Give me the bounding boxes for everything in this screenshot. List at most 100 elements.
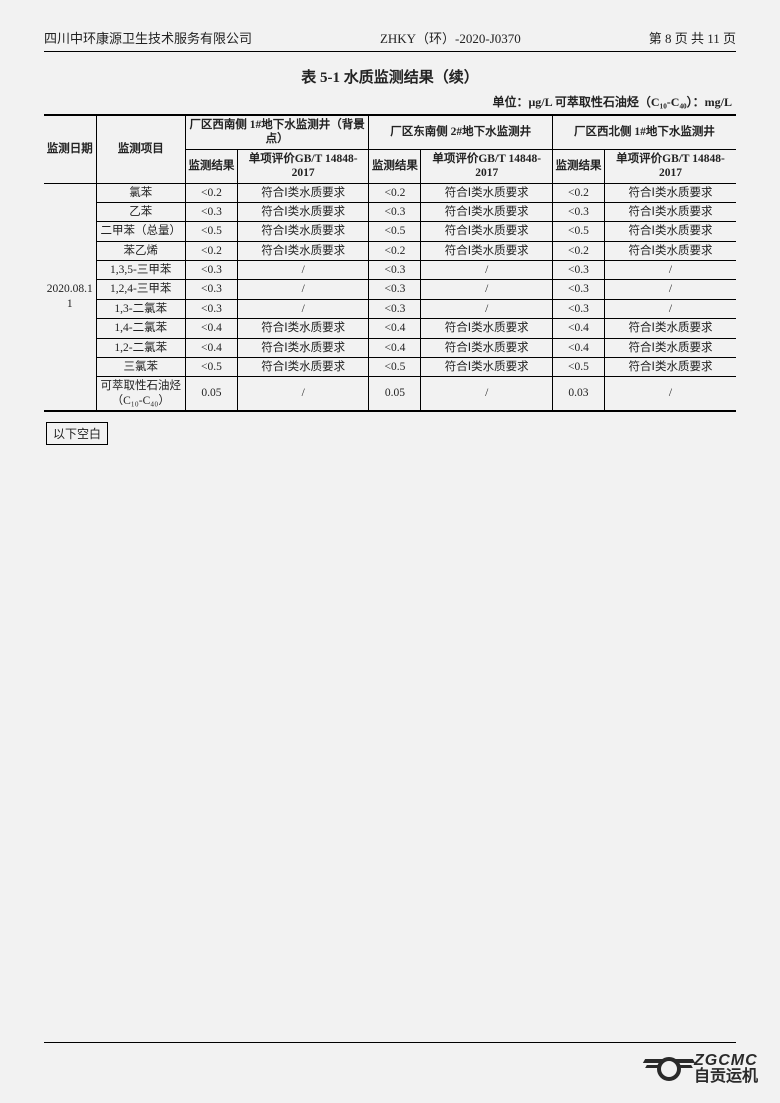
result-cell: <0.2 [369,183,421,202]
item-cell: 1,3,5-三甲苯 [96,261,185,280]
page-header: 四川中环康源卫生技术服务有限公司 ZHKY（环）-2020-J0370 第 8 … [44,28,736,52]
result-cell: 0.05 [369,377,421,411]
eval-cell: 符合Ⅰ类水质要求 [605,338,737,357]
unit-label: 单位：μg/L 可萃取性石油烃（C₁₀-C₄₀）：mg/L [44,93,736,110]
eval-cell: / [421,261,552,280]
item-cell: 可萃取性石油烃（C₁₀-C₄₀） [96,377,185,411]
result-cell: <0.4 [552,338,604,357]
eval-cell: 符合Ⅰ类水质要求 [605,319,737,338]
eval-cell: 符合Ⅰ类水质要求 [421,319,552,338]
eval-cell: 符合Ⅰ类水质要求 [605,357,737,376]
eval-cell: 符合Ⅰ类水质要求 [237,357,368,376]
eval-cell: / [237,299,368,318]
table-row: 1,2-二氯苯<0.4符合Ⅰ类水质要求<0.4符合Ⅰ类水质要求<0.4符合Ⅰ类水… [44,338,736,357]
result-cell: <0.3 [552,299,604,318]
logo-icon [650,1053,688,1085]
table-row: 苯乙烯<0.2符合Ⅰ类水质要求<0.2符合Ⅰ类水质要求<0.2符合Ⅰ类水质要求 [44,241,736,260]
eval-cell: / [421,377,552,411]
eval-cell: 符合Ⅰ类水质要求 [237,241,368,260]
eval-cell: 符合Ⅰ类水质要求 [421,202,552,221]
eval-cell: 符合Ⅰ类水质要求 [421,241,552,260]
result-cell: <0.5 [552,222,604,241]
table-row: 三氯苯<0.5符合Ⅰ类水质要求<0.5符合Ⅰ类水质要求<0.5符合Ⅰ类水质要求 [44,357,736,376]
result-cell: <0.3 [552,261,604,280]
eval-cell: / [605,299,737,318]
footer-divider [44,1042,736,1043]
eval-cell: 符合Ⅰ类水质要求 [421,338,552,357]
table-row: 可萃取性石油烃（C₁₀-C₄₀）0.05/0.05/0.03/ [44,377,736,411]
eval-cell: 符合Ⅰ类水质要求 [421,222,552,241]
result-cell: <0.4 [185,338,237,357]
table-row: 2020.08.11氯苯<0.2符合Ⅰ类水质要求<0.2符合Ⅰ类水质要求<0.2… [44,183,736,202]
result-cell: <0.2 [369,241,421,260]
result-cell: <0.3 [552,202,604,221]
item-cell: 1,3-二氯苯 [96,299,185,318]
item-cell: 1,2,4-三甲苯 [96,280,185,299]
result-cell: <0.2 [552,183,604,202]
eval-cell: 符合Ⅰ类水质要求 [237,183,368,202]
item-cell: 三氯苯 [96,357,185,376]
result-cell: <0.4 [552,319,604,338]
result-cell: <0.4 [369,319,421,338]
logo-text: ZGCMC 自贡运机 [694,1053,758,1085]
col-eval: 单项评价GB/T 14848-2017 [237,149,368,183]
eval-cell: / [421,299,552,318]
col-eval: 单项评价GB/T 14848-2017 [421,149,552,183]
result-cell: <0.4 [369,338,421,357]
blank-below-note: 以下空白 [46,422,108,445]
item-cell: 乙苯 [96,202,185,221]
col-result: 监测结果 [185,149,237,183]
table-row: 乙苯<0.3符合Ⅰ类水质要求<0.3符合Ⅰ类水质要求<0.3符合Ⅰ类水质要求 [44,202,736,221]
col-well3: 厂区西北侧 1#地下水监测井 [552,115,736,149]
item-cell: 氯苯 [96,183,185,202]
page-indicator: 第 8 页 共 11 页 [649,28,736,47]
result-cell: <0.3 [369,299,421,318]
eval-cell: 符合Ⅰ类水质要求 [605,241,737,260]
result-cell: <0.5 [552,357,604,376]
water-quality-table: 监测日期 监测项目 厂区西南侧 1#地下水监测井（背景点） 厂区东南侧 2#地下… [44,114,736,412]
result-cell: <0.5 [369,357,421,376]
result-cell: <0.2 [185,241,237,260]
table-row: 1,2,4-三甲苯<0.3/<0.3/<0.3/ [44,280,736,299]
col-item: 监测项目 [96,115,185,183]
table-row: 1,4-二氯苯<0.4符合Ⅰ类水质要求<0.4符合Ⅰ类水质要求<0.4符合Ⅰ类水… [44,319,736,338]
result-cell: <0.3 [552,280,604,299]
eval-cell: 符合Ⅰ类水质要求 [605,183,737,202]
eval-cell: 符合Ⅰ类水质要求 [605,222,737,241]
document-number: ZHKY（环）-2020-J0370 [380,28,521,47]
result-cell: <0.3 [185,280,237,299]
result-cell: <0.3 [185,202,237,221]
item-cell: 苯乙烯 [96,241,185,260]
eval-cell: / [237,261,368,280]
eval-cell: / [605,261,737,280]
eval-cell: 符合Ⅰ类水质要求 [237,338,368,357]
eval-cell: / [605,377,737,411]
result-cell: <0.5 [369,222,421,241]
result-cell: 0.05 [185,377,237,411]
brand-logo: ZGCMC 自贡运机 [650,1053,758,1085]
eval-cell: / [605,280,737,299]
company-name: 四川中环康源卫生技术服务有限公司 [44,28,252,47]
eval-cell: 符合Ⅰ类水质要求 [421,183,552,202]
item-cell: 二甲苯（总量） [96,222,185,241]
result-cell: 0.03 [552,377,604,411]
eval-cell: 符合Ⅰ类水质要求 [237,222,368,241]
header-row-1: 监测日期 监测项目 厂区西南侧 1#地下水监测井（背景点） 厂区东南侧 2#地下… [44,115,736,149]
col-eval: 单项评价GB/T 14848-2017 [605,149,737,183]
col-well1: 厂区西南侧 1#地下水监测井（背景点） [185,115,369,149]
col-result: 监测结果 [369,149,421,183]
table-row: 二甲苯（总量）<0.5符合Ⅰ类水质要求<0.5符合Ⅰ类水质要求<0.5符合Ⅰ类水… [44,222,736,241]
item-cell: 1,2-二氯苯 [96,338,185,357]
eval-cell: 符合Ⅰ类水质要求 [605,202,737,221]
table-title: 表 5-1 水质监测结果（续） [44,66,736,87]
logo-text-cn: 自贡运机 [694,1069,758,1085]
result-cell: <0.3 [369,202,421,221]
col-well2: 厂区东南侧 2#地下水监测井 [369,115,553,149]
eval-cell: 符合Ⅰ类水质要求 [421,357,552,376]
result-cell: <0.2 [552,241,604,260]
logo-text-en: ZGCMC [694,1053,758,1069]
result-cell: <0.5 [185,222,237,241]
result-cell: <0.3 [185,299,237,318]
date-cell: 2020.08.11 [44,183,96,411]
eval-cell: / [237,280,368,299]
